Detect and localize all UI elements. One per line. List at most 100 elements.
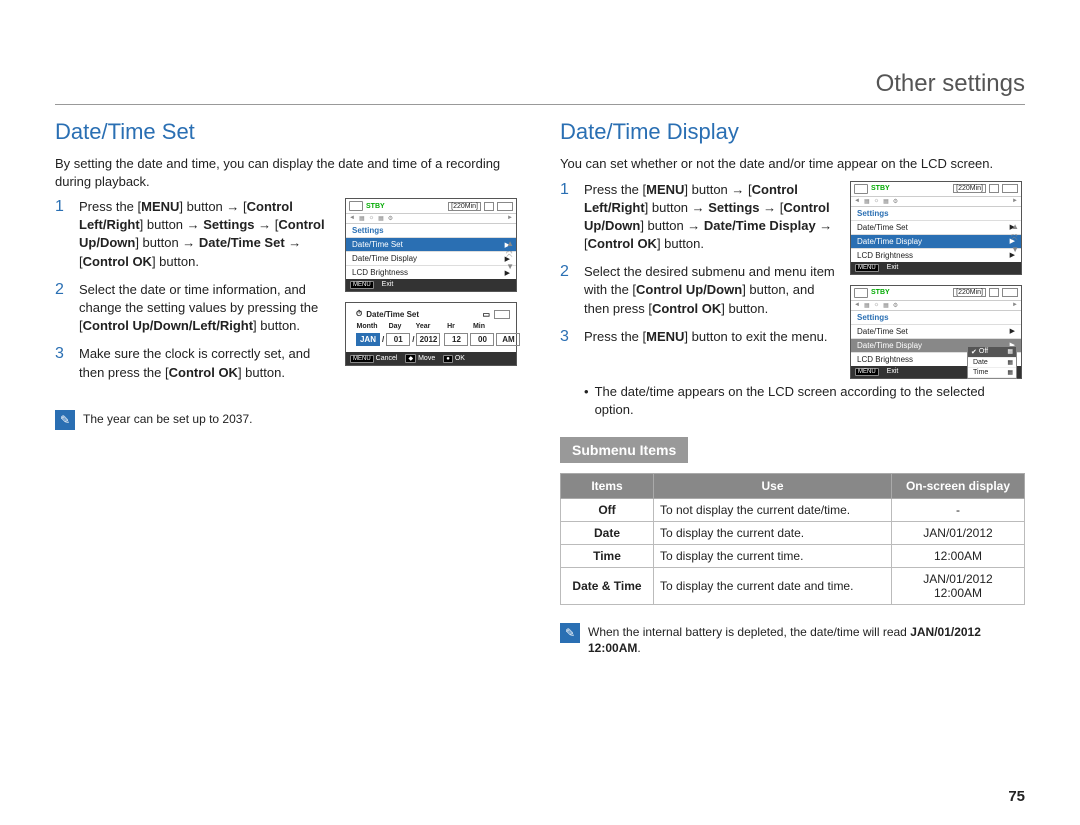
table-cell: JAN/01/201212:00AM bbox=[892, 567, 1025, 604]
dt-label: Month bbox=[356, 323, 378, 330]
submenu-title: Submenu Items bbox=[560, 437, 688, 463]
camera-icon bbox=[349, 201, 363, 211]
table-cell: JAN/01/2012 bbox=[892, 521, 1025, 544]
table-header: Items bbox=[561, 473, 654, 498]
popup-options: ✔Off▦Date▦Time▦ bbox=[967, 346, 1017, 379]
step-number: 1 bbox=[560, 181, 574, 254]
menu-key: MENU bbox=[855, 368, 879, 376]
table-cell: Date bbox=[561, 521, 654, 544]
dt-label: Day bbox=[384, 323, 406, 330]
clock-icon: ⏱ bbox=[356, 309, 362, 319]
table-cell: To not display the current date/time. bbox=[654, 498, 892, 521]
screenshot-display-popup: STBY [220Min] ◄▦☼▦⚙► Settings ✔Off▦Date▦… bbox=[850, 285, 1022, 379]
menu-item: LCD Brightness▶ bbox=[346, 265, 516, 279]
table-cell: Date & Time bbox=[561, 567, 654, 604]
note-text-left: The year can be set up to 2037. bbox=[83, 410, 252, 427]
battery-icon bbox=[497, 202, 513, 211]
step-text: Press the [MENU] button → [Control Left/… bbox=[79, 198, 337, 271]
note-text-right: When the internal battery is depleted, t… bbox=[588, 623, 1025, 656]
time-remaining: [220Min] bbox=[448, 202, 481, 211]
bullet-text: The date/time appears on the LCD screen … bbox=[595, 383, 1025, 419]
step-text: Make sure the clock is correctly set, an… bbox=[79, 345, 337, 381]
popup-item: Time▦ bbox=[968, 368, 1016, 378]
key-label: OK bbox=[455, 355, 465, 362]
col-date-time-set: Date/Time Set By setting the date and ti… bbox=[55, 115, 520, 656]
bullet-icon: • bbox=[584, 383, 589, 419]
screenshot-datetime-set: ⏱Date/Time Set▭ MonthDayYearHrMin JAN/01… bbox=[345, 302, 517, 366]
table-cell: To display the current date and time. bbox=[654, 567, 892, 604]
camera-icon bbox=[854, 184, 868, 194]
battery-icon bbox=[1002, 288, 1018, 297]
submenu-table: ItemsUseOn-screen display OffTo not disp… bbox=[560, 473, 1025, 605]
card-icon bbox=[484, 202, 494, 211]
camera-icon bbox=[854, 288, 868, 298]
screenshot-settings-menu: STBY [220Min] ◄▦☼▦⚙► Settings ▲⤧▼ Date/T… bbox=[345, 198, 517, 292]
screenshot-display-menu: STBY [220Min] ◄▦☼▦⚙► Settings ▲⤧▼ Date/T… bbox=[850, 181, 1022, 275]
intro-left: By setting the date and time, you can di… bbox=[55, 155, 520, 190]
note-icon: ✎ bbox=[55, 410, 75, 430]
exit-label: Exit bbox=[887, 368, 899, 376]
table-cell: To display the current date. bbox=[654, 521, 892, 544]
step-text: Select the date or time information, and… bbox=[79, 281, 337, 336]
time-remaining: [220Min] bbox=[953, 184, 986, 193]
table-cell: 12:00AM bbox=[892, 544, 1025, 567]
section-title-right: Date/Time Display bbox=[560, 119, 1025, 145]
dt-value: JAN bbox=[356, 333, 380, 346]
menu-item: Date/Time Set▶ bbox=[851, 324, 1021, 338]
table-row: OffTo not display the current date/time.… bbox=[561, 498, 1025, 521]
page-number: 75 bbox=[1008, 788, 1025, 805]
settings-label: Settings bbox=[851, 311, 1021, 324]
key-label: Cancel bbox=[376, 355, 398, 362]
key-icon: MENU bbox=[350, 355, 374, 363]
table-row: DateTo display the current date.JAN/01/2… bbox=[561, 521, 1025, 544]
key-icon: ● bbox=[443, 355, 453, 363]
exit-label: Exit bbox=[382, 281, 394, 289]
card-icon bbox=[989, 288, 999, 297]
step-number: 3 bbox=[560, 328, 574, 346]
step-number: 3 bbox=[55, 345, 69, 381]
menu-item: Date/Time Display▶ bbox=[851, 234, 1021, 248]
step-number: 1 bbox=[55, 198, 69, 271]
dt-value: 01 bbox=[386, 333, 410, 346]
page-header: Other settings bbox=[55, 70, 1025, 105]
settings-label: Settings bbox=[346, 224, 516, 237]
dt-value: 12 bbox=[444, 333, 468, 346]
note-icon: ✎ bbox=[560, 623, 580, 643]
table-cell: Off bbox=[561, 498, 654, 521]
table-header: Use bbox=[654, 473, 892, 498]
menu-item: Date/Time Set▶ bbox=[851, 220, 1021, 234]
time-remaining: [220Min] bbox=[953, 288, 986, 297]
dt-label: Min bbox=[468, 323, 490, 330]
step-text: Press the [MENU] button → [Control Left/… bbox=[584, 181, 842, 254]
card-icon: ▭ bbox=[482, 310, 490, 319]
intro-right: You can set whether or not the date and/… bbox=[560, 155, 1025, 173]
key-label: Move bbox=[418, 355, 435, 362]
dt-value: AM bbox=[496, 333, 520, 346]
step-text: Select the desired submenu and menu item… bbox=[584, 263, 842, 318]
stby-label: STBY bbox=[871, 289, 890, 296]
settings-label: Settings bbox=[851, 207, 1021, 220]
table-cell: Time bbox=[561, 544, 654, 567]
stby-label: STBY bbox=[366, 203, 385, 210]
popup-item: ✔Off▦ bbox=[968, 347, 1016, 358]
table-row: TimeTo display the current time.12:00AM bbox=[561, 544, 1025, 567]
menu-item: LCD Brightness▶ bbox=[851, 248, 1021, 262]
key-icon: ◆ bbox=[405, 354, 416, 363]
table-row: Date & TimeTo display the current date a… bbox=[561, 567, 1025, 604]
battery-icon bbox=[494, 310, 510, 319]
dt-title: Date/Time Set bbox=[366, 310, 419, 319]
table-cell: - bbox=[892, 498, 1025, 521]
battery-icon bbox=[1002, 184, 1018, 193]
table-cell: To display the current time. bbox=[654, 544, 892, 567]
header-title: Other settings bbox=[55, 70, 1025, 98]
popup-item: Date▦ bbox=[968, 358, 1016, 368]
dt-label: Hr bbox=[440, 323, 462, 330]
section-title-left: Date/Time Set bbox=[55, 119, 520, 145]
dt-value: 00 bbox=[470, 333, 494, 346]
step-text: Press the [MENU] button to exit the menu… bbox=[584, 328, 842, 346]
dt-label: Year bbox=[412, 323, 434, 330]
card-icon bbox=[989, 184, 999, 193]
col-date-time-display: Date/Time Display You can set whether or… bbox=[560, 115, 1025, 656]
exit-label: Exit bbox=[887, 264, 899, 272]
menu-key: MENU bbox=[350, 281, 374, 289]
